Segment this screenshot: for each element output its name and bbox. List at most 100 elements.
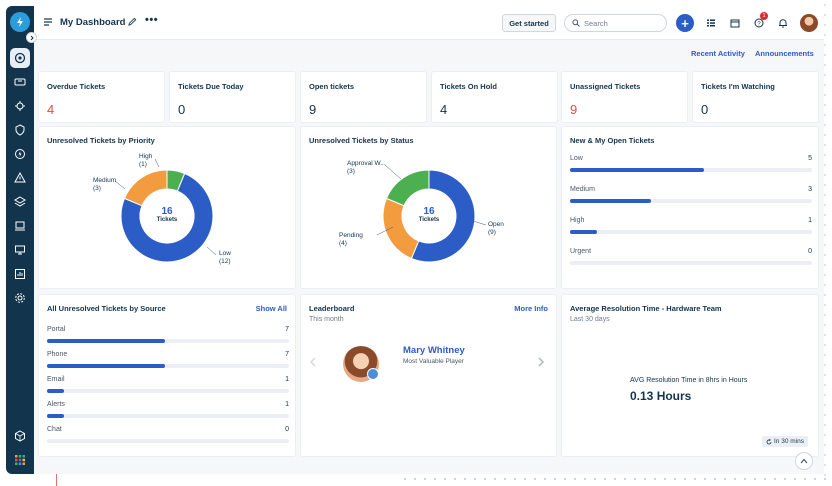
stat-label: Tickets Due Today: [178, 82, 244, 91]
donut-slice-open[interactable]: [410, 169, 476, 263]
sub-nav: Recent Activity Announcements: [34, 40, 824, 64]
monitor-icon[interactable]: [10, 240, 30, 260]
user-avatar[interactable]: [800, 14, 818, 32]
announcements-link[interactable]: Announcements: [755, 49, 814, 58]
more-options-icon[interactable]: •••: [145, 14, 159, 26]
stat-card[interactable]: Tickets I'm Watching 0: [692, 71, 819, 123]
search-input[interactable]: [584, 18, 654, 28]
bar-fill: [570, 168, 705, 172]
bar-label: Email: [47, 376, 65, 383]
calendar-icon[interactable]: [728, 16, 742, 30]
bar-row[interactable]: Medium 3: [570, 186, 812, 204]
bar-row[interactable]: Low 5: [570, 155, 812, 173]
bar-label: Urgent: [570, 248, 592, 255]
refresh-text: In 30 mins: [774, 438, 804, 445]
problems-icon[interactable]: [10, 96, 30, 116]
gear-icon[interactable]: [10, 288, 30, 308]
assets-icon[interactable]: [10, 216, 30, 236]
chevron-right-icon[interactable]: [537, 357, 545, 367]
stat-card[interactable]: Tickets On Hold 4: [431, 71, 558, 123]
stat-label: Overdue Tickets: [47, 82, 106, 91]
reports-icon[interactable]: [10, 264, 30, 284]
releases-icon[interactable]: [10, 144, 30, 164]
help-badge: 1: [760, 12, 768, 20]
apps-grid-icon[interactable]: [10, 450, 30, 470]
bar-row[interactable]: Email 1: [47, 376, 289, 394]
cube-icon[interactable]: [10, 426, 30, 446]
stat-value: 9: [570, 102, 578, 117]
bar-row[interactable]: Phone 7: [47, 351, 289, 369]
bar-track: [570, 168, 812, 172]
tickets-icon[interactable]: [10, 72, 30, 92]
bar-row[interactable]: High 1: [570, 217, 812, 235]
list-icon[interactable]: [704, 16, 718, 30]
stat-label: Unassigned Tickets: [570, 82, 641, 91]
bar-label: Chat: [47, 426, 62, 433]
leaderboard-title: Leaderboard: [309, 304, 355, 313]
top-bar: My Dashboard ••• Get started + ? 1: [34, 6, 824, 40]
label-medium: Medium (3): [93, 177, 117, 192]
refresh-timer: In 30 mins: [762, 436, 808, 447]
priority-widget-title: Unresolved Tickets by Priority: [47, 136, 155, 145]
priority-donut-chart[interactable]: [39, 127, 297, 290]
donut-slice-low[interactable]: [120, 172, 214, 263]
show-all-link[interactable]: Show All: [255, 304, 287, 313]
main-content: My Dashboard ••• Get started + ? 1: [34, 6, 824, 474]
bar-count: 1: [285, 376, 289, 383]
leaderboard-widget: Leaderboard More Info This month Mary Wh…: [300, 294, 557, 457]
label-approval: Approval W... (3): [347, 160, 386, 175]
layers-icon[interactable]: [10, 192, 30, 212]
bar-row[interactable]: Alerts 1: [47, 401, 289, 419]
stat-card[interactable]: Tickets Due Today 0: [169, 71, 296, 123]
decor-line: [56, 468, 57, 486]
scroll-to-top-button[interactable]: [795, 452, 813, 470]
bar-count: 7: [285, 326, 289, 333]
edit-pencil-icon[interactable]: [128, 17, 137, 26]
bar-track: [570, 230, 812, 234]
bar-row[interactable]: Urgent 0: [570, 248, 812, 266]
bar-fill: [570, 199, 651, 203]
stat-card[interactable]: Open tickets 9: [300, 71, 427, 123]
help-icon[interactable]: ? 1: [752, 12, 768, 30]
get-started-button[interactable]: Get started: [502, 14, 556, 32]
stat-value: 4: [440, 102, 448, 117]
leader-name[interactable]: Mary Whitney: [403, 345, 465, 356]
label-open: Open (9): [488, 221, 504, 236]
chevron-left-icon[interactable]: [309, 357, 317, 367]
sidebar-collapse-button[interactable]: [26, 32, 37, 43]
bar-row[interactable]: Chat 0: [47, 426, 289, 444]
create-new-button[interactable]: +: [676, 14, 694, 32]
metric-value: 0.13 Hours: [630, 389, 692, 403]
donut-slice-approval-w[interactable]: [385, 169, 430, 207]
bar-count: 1: [808, 217, 812, 224]
bell-icon[interactable]: [776, 16, 790, 30]
menu-icon[interactable]: [43, 17, 53, 27]
stat-value: 4: [47, 102, 55, 117]
priority-total-label: Tickets: [156, 217, 178, 223]
label-pending: Pending (4): [339, 232, 363, 247]
bar-count: 5: [808, 155, 812, 162]
logo-icon[interactable]: [10, 12, 30, 32]
stat-value: 9: [309, 102, 317, 117]
bar-label: Phone: [47, 351, 68, 358]
donut-slice-medium[interactable]: [123, 169, 168, 207]
bar-track: [47, 364, 289, 368]
recent-activity-link[interactable]: Recent Activity: [691, 49, 745, 58]
shield-icon[interactable]: [10, 120, 30, 140]
bar-track: [47, 439, 289, 443]
sidebar: [6, 6, 34, 474]
bar-count: 3: [808, 186, 812, 193]
bar-row[interactable]: Portal 7: [47, 326, 289, 344]
alert-icon[interactable]: [10, 168, 30, 188]
stat-label: Open tickets: [309, 82, 355, 91]
stat-card[interactable]: Unassigned Tickets 9: [561, 71, 688, 123]
more-info-link[interactable]: More Info: [514, 304, 548, 313]
source-widget: All Unresolved Tickets by Source Show Al…: [38, 294, 296, 457]
donut-slice-high[interactable]: [166, 169, 186, 192]
search-box[interactable]: [564, 14, 667, 32]
bar-fill: [47, 414, 64, 418]
dashboard-icon[interactable]: [10, 48, 30, 68]
stat-card[interactable]: Overdue Tickets 4: [38, 71, 165, 123]
status-donut-chart[interactable]: [301, 127, 558, 290]
